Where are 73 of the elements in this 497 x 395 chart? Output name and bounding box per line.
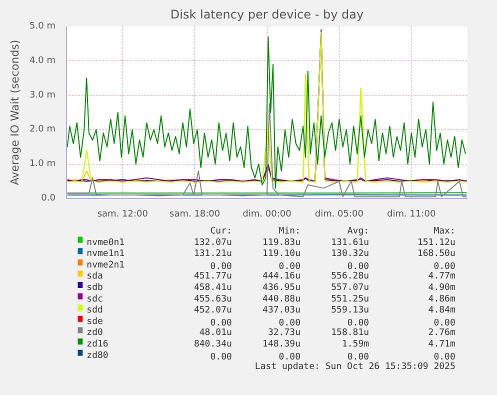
text: 119.10u bbox=[262, 249, 300, 260]
text: 440.88u bbox=[262, 294, 300, 304]
text: 0.00 bbox=[434, 262, 456, 272]
text: 0.00 bbox=[210, 318, 232, 328]
legend-label: sdc bbox=[86, 294, 103, 304]
text: 32.73u bbox=[268, 328, 300, 338]
text: 1.59m bbox=[342, 340, 370, 350]
text: 551.25u bbox=[331, 294, 370, 304]
text: 444.16u bbox=[262, 272, 300, 282]
y-tick-label: 3.0 m bbox=[30, 90, 56, 100]
text: 4.90m bbox=[428, 283, 456, 293]
y-tick-label: 5.0 m bbox=[30, 22, 56, 32]
text: 0.00 bbox=[210, 352, 232, 362]
text: 556.28u bbox=[331, 272, 370, 282]
text: 0.00 bbox=[347, 352, 370, 362]
text: 4.84m bbox=[428, 306, 456, 316]
text: 0.00 bbox=[347, 318, 370, 328]
chart-title: Disk latency per device - by day bbox=[170, 8, 364, 22]
legend-label: zd16 bbox=[86, 340, 108, 350]
text: 0.00 bbox=[210, 262, 232, 272]
text: 437.03u bbox=[262, 306, 300, 316]
text: Last update: Sun Oct 26 15:35:09 2025 bbox=[254, 362, 456, 372]
text: 130.32u bbox=[331, 249, 370, 260]
text: Avg: bbox=[347, 226, 370, 236]
y-tick-label: 1.0 m bbox=[30, 159, 56, 170]
text: 148.39u bbox=[262, 340, 300, 350]
text: 0.00 bbox=[434, 352, 456, 362]
text: 131.21u bbox=[194, 249, 232, 260]
y-tick-label: 4.0 m bbox=[30, 56, 56, 66]
y-tick-label: 2.0 m bbox=[30, 124, 56, 135]
x-tick-label: sam. 18:00 bbox=[170, 210, 220, 220]
text: Cur: bbox=[210, 226, 232, 236]
legend-label: nvme0n1 bbox=[86, 238, 125, 248]
legend-label: zd80 bbox=[86, 350, 108, 361]
text: 168.50u bbox=[417, 249, 456, 260]
legend-label: nvme2n1 bbox=[86, 260, 125, 270]
text: 0.00 bbox=[278, 262, 300, 272]
text: 0.00 bbox=[347, 262, 370, 272]
text: 452.07u bbox=[194, 306, 232, 316]
text: 0.00 bbox=[434, 318, 456, 328]
text: 840.34u bbox=[194, 340, 232, 350]
legend-label: sda bbox=[86, 272, 103, 282]
text: 436.95u bbox=[262, 283, 300, 293]
text: 131.61u bbox=[331, 238, 370, 248]
text: 48.01u bbox=[199, 328, 232, 338]
text: 158.81u bbox=[331, 328, 370, 338]
x-tick-label: sam. 12:00 bbox=[97, 210, 148, 220]
text: 2.76m bbox=[428, 328, 456, 338]
text: Max: bbox=[434, 226, 456, 236]
legend-label: zd0 bbox=[86, 328, 103, 338]
text: 559.13u bbox=[331, 306, 370, 316]
text: 557.07u bbox=[331, 283, 370, 293]
x-tick-label: dim. 11:00 bbox=[387, 210, 436, 220]
text: 0.00 bbox=[278, 318, 300, 328]
x-tick-label: dim. 05:00 bbox=[314, 210, 364, 220]
text: Min: bbox=[278, 226, 300, 236]
text: 4.71m bbox=[428, 340, 456, 350]
text: 4.86m bbox=[428, 294, 456, 304]
legend-label: sdd bbox=[86, 306, 103, 316]
text: 132.07u bbox=[194, 238, 232, 248]
legend-label: sde bbox=[86, 316, 103, 327]
legend-label: sdb bbox=[86, 283, 103, 293]
text: 151.12u bbox=[417, 238, 456, 248]
y-axis-title: Average IO Wait (seconds) bbox=[8, 40, 22, 186]
x-tick-label: dim. 00:00 bbox=[242, 210, 292, 220]
text: 0.00 bbox=[278, 352, 300, 362]
text: 455.63u bbox=[194, 294, 232, 304]
text: 458.41u bbox=[194, 283, 232, 293]
text: 119.83u bbox=[262, 238, 300, 248]
text: 4.77m bbox=[428, 272, 456, 282]
text: 451.77u bbox=[194, 272, 232, 282]
y-tick-label: 0.0 bbox=[41, 194, 56, 204]
legend-label: nvme1n1 bbox=[86, 249, 125, 260]
